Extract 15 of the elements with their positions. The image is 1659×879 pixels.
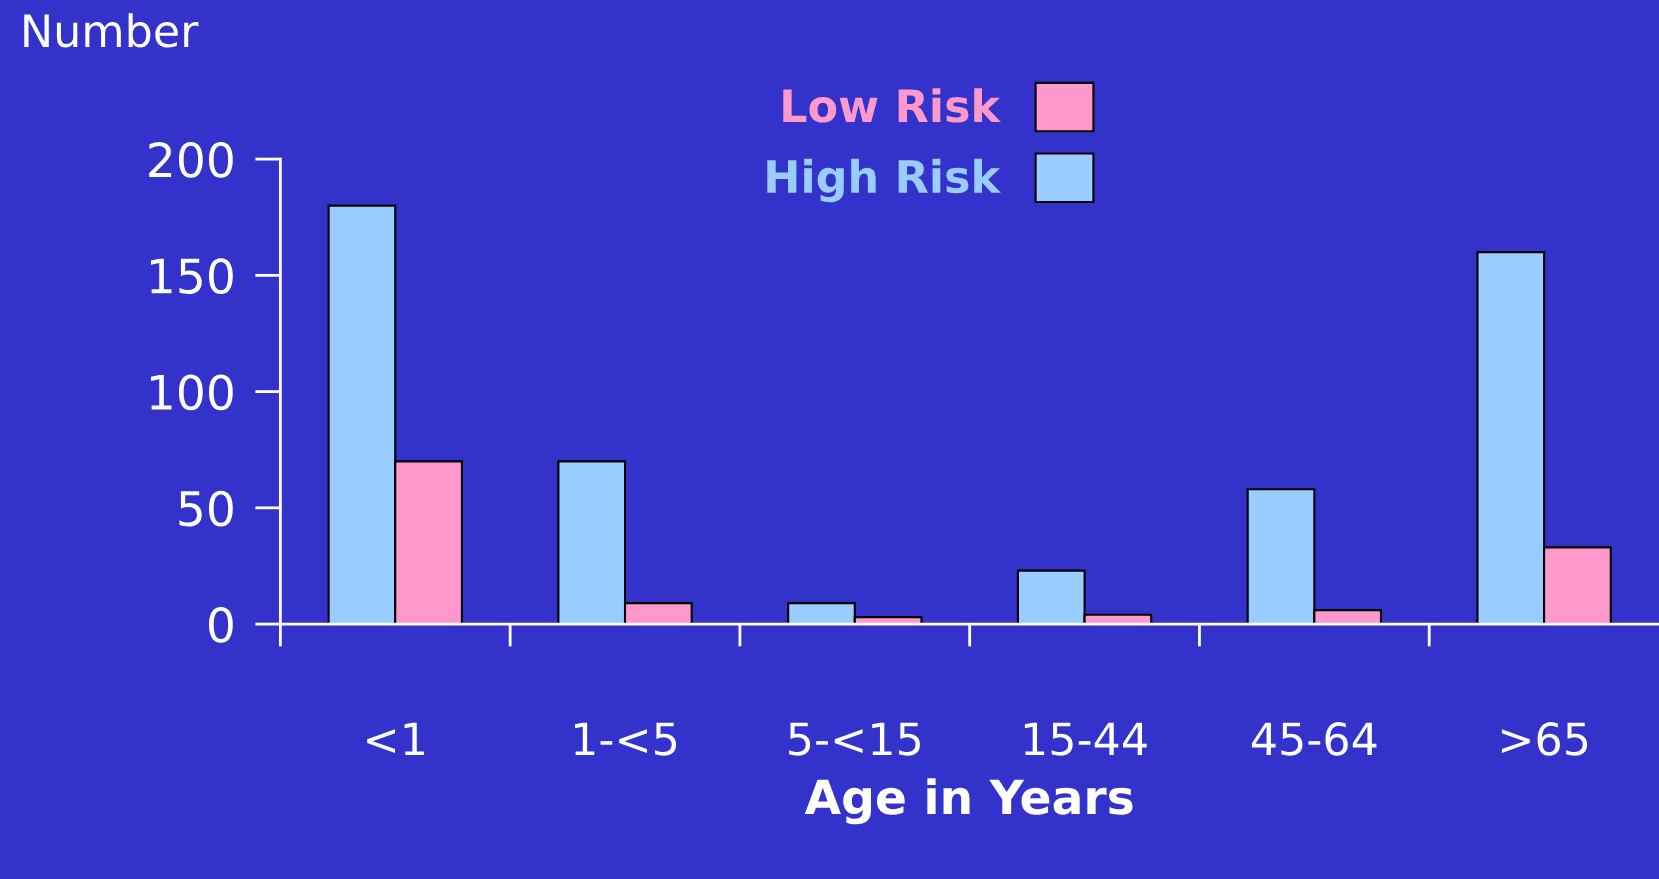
x-tick-label: 45-64 [1251,722,1377,756]
legend-label: Low Risk [783,88,1001,123]
y-tick-label: 50 [179,490,233,527]
x-tick-label: 1-<5 [574,722,677,756]
x-tick-label: <1 [367,722,424,756]
x-tick-label: 5-<15 [789,722,920,756]
y-tick-label: 200 [149,141,233,178]
legend-label: High Risk [767,158,1001,203]
y-tick-label: 0 [209,606,233,643]
x-axis-title: Age in Years [804,778,1133,825]
y-tick-label: 150 [150,258,233,294]
y-tick-label: 100 [150,374,233,411]
y-axis-title: Number [24,13,199,48]
x-tick-label: 15-44 [1024,722,1147,756]
x-tick-label: >65 [1501,722,1588,756]
